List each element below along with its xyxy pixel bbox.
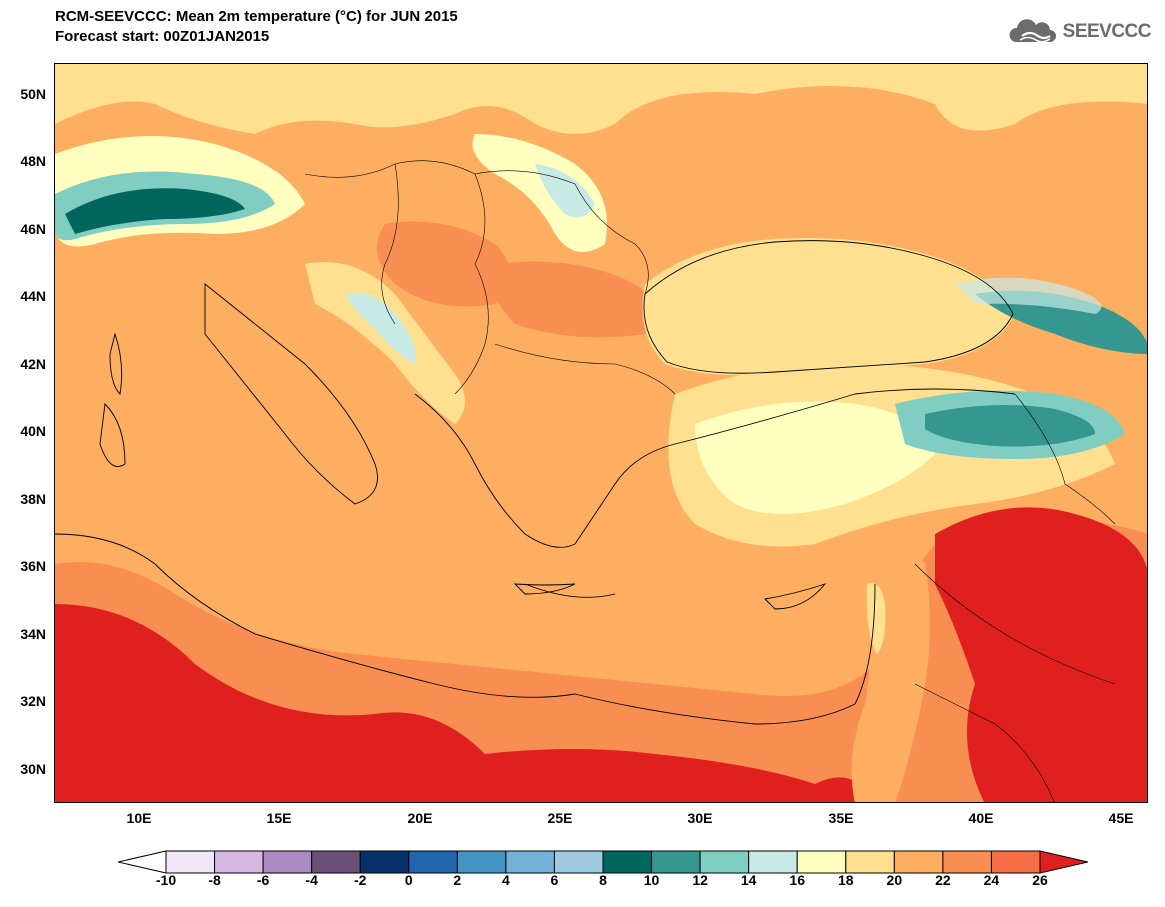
colorbar (118, 850, 1088, 874)
colorbar-tick-label: -10 (155, 872, 177, 888)
black-sea-field (642, 238, 1015, 376)
field-18-carpathians (472, 134, 607, 252)
lat-tick-label: 36N (20, 558, 46, 574)
field-16-caucasus-edge (955, 277, 1102, 314)
field-16-dinarides (345, 293, 416, 364)
lon-tick-label: 10E (126, 810, 152, 826)
colorbar-tick-label: 6 (550, 872, 559, 888)
temperature-map (54, 63, 1148, 803)
colorbar-tick-label: 12 (692, 872, 708, 888)
field-22-levant (851, 541, 930, 802)
colorbar-tick-label: 0 (404, 872, 413, 888)
colorbar-tick-label: 26 (1032, 872, 1048, 888)
lat-tick-label: 48N (20, 153, 46, 169)
colorbar-tick-label: -6 (256, 872, 270, 888)
colorbar-tick-label: -8 (208, 872, 221, 888)
lat-tick-label: 32N (20, 693, 46, 709)
colorbar-tick-label: 22 (935, 872, 951, 888)
colorbar-tick-label: -4 (305, 872, 318, 888)
lat-tick-label: 42N (20, 356, 46, 372)
lat-tick-label: 46N (20, 221, 46, 237)
colorbar-swatch (893, 850, 944, 874)
colorbar-tick-label: 4 (501, 872, 510, 888)
forecast-start-label: Forecast start: 00Z01JAN2015 (55, 28, 270, 45)
colorbar-low-extension (118, 850, 167, 874)
colorbar-tick-label: 18 (837, 872, 854, 888)
lon-tick-label: 35E (828, 810, 854, 826)
colorbar-swatch (311, 850, 361, 874)
field-16-carpathians-peak (535, 164, 595, 218)
lon-tick-label: 40E (968, 810, 994, 826)
lat-tick-label: 44N (20, 288, 46, 304)
field-12-caucasus (975, 290, 1147, 354)
country-borders (304, 160, 1116, 802)
lat-tick-label: 30N (20, 761, 46, 777)
field-20-balkans (305, 262, 465, 424)
field-24-romania (492, 261, 658, 338)
lat-tick-label: 50N (20, 86, 46, 102)
colorbar-tick-label: 20 (886, 872, 903, 888)
lat-tick-label: 40N (20, 423, 46, 439)
lon-tick-label: 25E (547, 810, 573, 826)
colorbar-swatch (262, 850, 313, 874)
colorbar-high-extension (1039, 850, 1088, 874)
colorbar-swatch (651, 850, 701, 874)
colorbar-swatch (602, 850, 653, 874)
field-18-anatolia (695, 401, 935, 514)
colorbar-tick-label: 24 (983, 872, 1000, 888)
field-26-south (55, 604, 874, 802)
colorbar-swatch (796, 850, 847, 874)
lon-tick-label: 30E (687, 810, 713, 826)
lat-tick-label: 34N (20, 626, 46, 642)
coastlines (55, 240, 1016, 725)
colorbar-swatch (359, 850, 410, 874)
colorbar-swatch (942, 850, 992, 874)
cloud-logo-icon (1009, 19, 1056, 43)
colorbar-swatch (553, 850, 604, 874)
lon-tick-label: 45E (1108, 810, 1134, 826)
field-26-arabia (935, 507, 1147, 802)
field-10-alps-core (65, 188, 245, 234)
colorbar-tick-label: -2 (353, 872, 367, 888)
colorbar-swatch (990, 850, 1041, 874)
colorbar-swatch (165, 850, 216, 874)
colorbar-tick-label: 8 (599, 872, 607, 888)
colorbar-tick-label: 2 (453, 872, 462, 888)
colorbar-tick-label: 10 (643, 872, 660, 888)
field-24-pannonia (377, 221, 510, 307)
map-title: RCM-SEEVCCC: Mean 2m temperature (°C) fo… (55, 8, 458, 25)
lat-tick-label: 38N (20, 491, 46, 507)
colorbar-swatch (456, 850, 507, 874)
map-canvas (55, 64, 1147, 802)
field-20-europe (55, 64, 1147, 134)
lon-tick-label: 15E (266, 810, 292, 826)
colorbar-swatch (505, 850, 555, 874)
logo-text: SEEVCCC (1062, 21, 1152, 42)
colorbar-tick-label: 14 (740, 872, 757, 888)
field-20-levant-hills (866, 583, 886, 654)
seevccc-logo: SEEVCCC (1008, 18, 1152, 46)
colorbar-tick-label: 16 (789, 872, 805, 888)
colorbar-swatch (845, 850, 895, 874)
colorbar-swatch (408, 850, 458, 874)
field-10-eastern-anatolia (925, 405, 1095, 447)
colorbar-swatch (699, 850, 750, 874)
lon-tick-label: 20E (407, 810, 433, 826)
colorbar-swatch (748, 850, 798, 874)
colorbar-swatch (214, 850, 264, 874)
